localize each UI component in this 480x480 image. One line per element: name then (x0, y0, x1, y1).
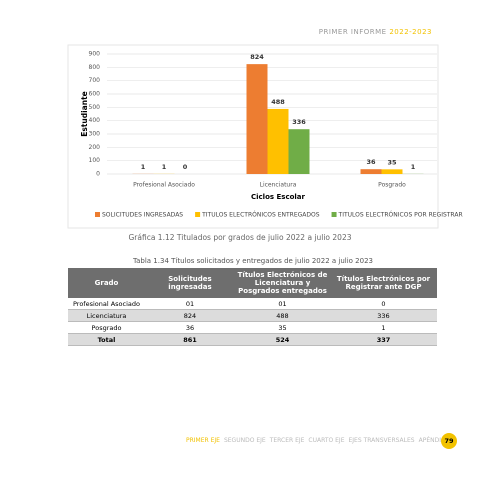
table-cell: Licenciatura (68, 309, 145, 322)
table-cell: 35 (235, 321, 330, 334)
table-cell: Posgrado (68, 321, 145, 334)
column-header: Títulos Electrónicos por Registrar ante … (330, 268, 437, 298)
legend-label: SOLICITUDES INGRESADAS (102, 212, 183, 219)
x-tick-label: Posgrado (378, 182, 406, 189)
table-cell: Total (68, 333, 145, 346)
y-tick-label: 700 (89, 77, 101, 84)
chart-caption: Gráfica 1.12 Titulados por grados de jul… (128, 233, 352, 242)
table-header: Grado Solicitudes ingresadas Títulos Elect… (68, 268, 437, 298)
nav-item[interactable]: SEGUNDO EJE (223, 437, 266, 444)
value-label: 488 (271, 98, 285, 106)
table-cell: 524 (235, 333, 330, 346)
y-tick-label: 400 (89, 117, 101, 124)
value-label: 36 (366, 158, 376, 166)
bar (267, 108, 289, 174)
y-tick-label: 900 (89, 51, 101, 58)
total-row: Total 861 524 337 (68, 333, 437, 346)
header-title: PRIMER INFORME (318, 28, 387, 36)
legend-label: TITULOS ELECTRÓNICOS POR REGISTRAR (338, 212, 463, 219)
bar (360, 169, 382, 174)
page-number: 79 (441, 433, 457, 449)
value-label: 824 (250, 53, 264, 61)
y-tick-label: 100 (89, 157, 101, 164)
table: Grado Solicitudes ingresadas Títulos Elect… (68, 268, 437, 346)
header-period: 2022-2023 (389, 28, 432, 36)
bar (288, 129, 310, 174)
table-cell: 01 (235, 298, 330, 310)
y-tick-label: 0 (96, 171, 100, 178)
table-cell: Profesional Asociado (68, 298, 145, 310)
value-label: 1 (411, 163, 416, 171)
legend-swatch (95, 212, 100, 217)
column-header: Títulos Electrónicos de Licenciatura y P… (235, 268, 330, 298)
value-label: 35 (387, 158, 397, 166)
table-cell: 861 (145, 333, 235, 346)
nav-item[interactable]: EJES TRANSVERSALES (348, 437, 415, 444)
table-cell: 824 (145, 309, 235, 322)
chart: Estudiante Ciclos Escolar 0 100 200 300 400 5… (67, 44, 463, 229)
footer-nav: PRIMER EJE SEGUNDO EJE TERCER EJE CUARTO EJ… (184, 437, 451, 444)
legend-swatch (195, 212, 201, 217)
y-tick-label: 200 (89, 144, 101, 151)
legend-swatch (331, 212, 337, 217)
bar (381, 169, 403, 174)
x-tick-label: Profesional Asociado (133, 182, 195, 189)
y-axis-label: Estudiante (80, 91, 89, 137)
table-row: Profesional Asociado 01 01 0 (68, 298, 437, 310)
table-cell: 488 (235, 309, 330, 322)
x-tick-label: Licenciatura (260, 182, 297, 189)
legend-label: TITULOS ELECTRÓNICOS ENTREGADOS (201, 212, 320, 219)
column-header: Grado (68, 268, 145, 298)
value-label: 1 (141, 163, 146, 171)
value-label: 1 (162, 163, 167, 171)
table-cell: 36 (145, 321, 235, 334)
header: PRIMER INFORME 2022-2023 (319, 28, 432, 36)
table-title: Tabla 1.34 Títulos solicitados y entrega… (133, 257, 373, 265)
nav-item[interactable]: PRIMER EJE (186, 437, 220, 444)
table-cell: 337 (330, 333, 437, 346)
table-row: Posgrado 36 35 1 (68, 321, 437, 334)
table-row: Licenciatura 824 488 336 (68, 309, 437, 322)
nav-item[interactable]: APÉNDICE (418, 437, 449, 444)
bar (246, 64, 268, 174)
y-tick-label: 500 (89, 104, 101, 111)
value-label: 0 (183, 163, 188, 171)
table-cell: 01 (145, 298, 235, 310)
nav-item[interactable]: TERCER EJE (269, 437, 305, 444)
column-header: Solicitudes ingresadas (145, 268, 235, 298)
y-tick-label: 600 (89, 91, 101, 98)
table-cell: 0 (330, 298, 437, 310)
table-cell: 1 (330, 321, 437, 334)
nav-item[interactable]: CUARTO EJE (308, 437, 345, 444)
x-axis-label: Ciclos Escolar (251, 193, 306, 201)
chart-frame (67, 44, 439, 229)
table-cell: 336 (330, 309, 437, 322)
value-label: 336 (292, 118, 306, 126)
y-tick-label: 300 (89, 131, 101, 138)
y-tick-label: 800 (89, 64, 101, 71)
